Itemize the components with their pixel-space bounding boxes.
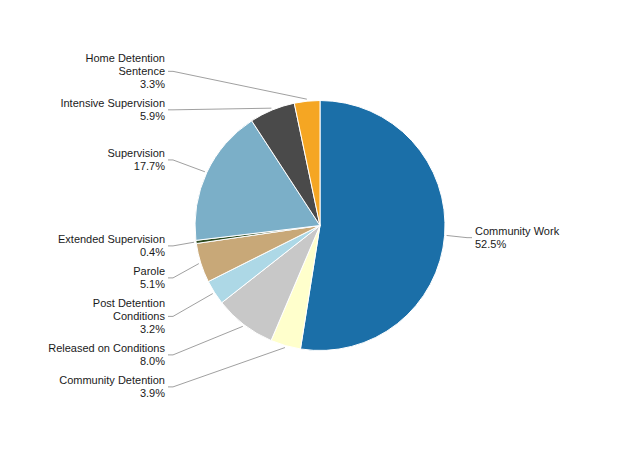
- svg-text:Parole5.1%: Parole5.1%: [133, 265, 165, 290]
- svg-text:Extended Supervision0.4%: Extended Supervision0.4%: [58, 233, 165, 258]
- svg-text:Released on Conditions8.0%: Released on Conditions8.0%: [48, 342, 165, 367]
- svg-text:Home DetentionSentence3.3%: Home DetentionSentence3.3%: [86, 52, 166, 90]
- svg-text:Post DetentionConditions3.2%: Post DetentionConditions3.2%: [93, 297, 166, 335]
- svg-text:Community Detention3.9%: Community Detention3.9%: [59, 374, 165, 399]
- svg-text:Supervision17.7%: Supervision17.7%: [108, 147, 166, 172]
- svg-text:Community Work52.5%: Community Work52.5%: [475, 225, 560, 250]
- svg-text:Intensive Supervision5.9%: Intensive Supervision5.9%: [60, 97, 165, 122]
